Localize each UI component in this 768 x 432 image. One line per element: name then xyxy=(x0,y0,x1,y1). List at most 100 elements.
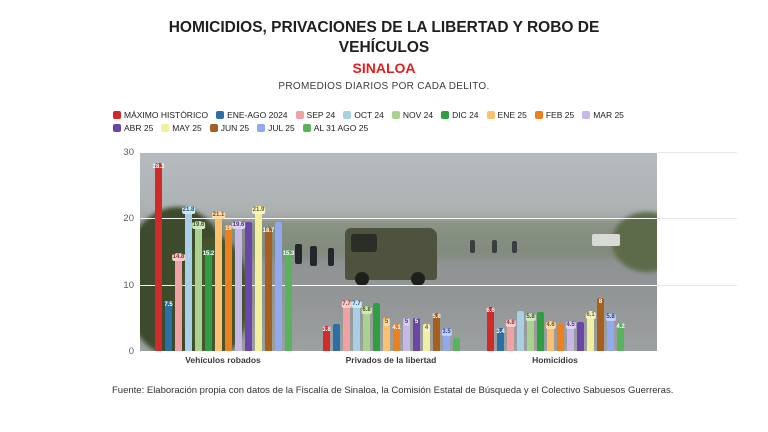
gridline xyxy=(140,284,737,286)
legend-label: OCT 24 xyxy=(354,110,384,120)
bar-value-label: 5 xyxy=(414,318,419,325)
bar xyxy=(245,222,252,351)
bar-value-label: 5.8 xyxy=(525,313,536,321)
bar-value-label: 5.8 xyxy=(605,313,616,321)
bar-value-label: 18.7 xyxy=(262,227,275,234)
bar-value-label: 7.7 xyxy=(351,300,362,308)
bar: 5 xyxy=(383,317,390,351)
legend-label: ENE 25 xyxy=(497,110,527,120)
legend-label: NOV 24 xyxy=(402,110,434,120)
bar-value-label: 4.8 xyxy=(505,320,516,328)
bar: 14.8 xyxy=(171,252,186,351)
legend-label: JUN 25 xyxy=(220,123,250,133)
photo-soldier xyxy=(328,248,334,266)
bar: 3.5 xyxy=(441,327,452,351)
photo-soldier xyxy=(492,240,497,253)
bar: 6.8 xyxy=(361,305,372,351)
legend-swatch xyxy=(391,111,400,119)
legend-row: MÁXIMO HISTÓRICO ENE-AGO 2024 SEP 24 OCT 24… xyxy=(113,110,673,120)
bar-value-label: 4.1 xyxy=(392,324,401,331)
bar: 4.1 xyxy=(392,323,401,351)
bar: 28.3 xyxy=(152,163,165,351)
bar: 4.8 xyxy=(505,319,516,351)
legend-swatch xyxy=(161,124,170,132)
photo-white-vehicle xyxy=(592,234,620,246)
chart-subtitle: PROMEDIOS DIARIOS POR CADA DELITO. xyxy=(278,81,490,93)
bar-value-label: 15.3 xyxy=(282,250,295,257)
legend-item: JUL 25 xyxy=(257,123,295,133)
legend-swatch xyxy=(343,111,352,119)
bar xyxy=(453,337,460,351)
photo-soldier xyxy=(470,240,475,253)
category-label: Homicidios xyxy=(532,355,578,365)
bar: 19 xyxy=(225,224,232,351)
bar-group: 3.8 7.7 7.7 6.8 5 4.1 5 5 4 5.8 3.5 xyxy=(322,152,460,351)
bar xyxy=(373,303,380,351)
bar: 3.4 xyxy=(496,328,505,351)
photo-truck-window xyxy=(351,234,377,252)
bar: 7.5 xyxy=(164,301,173,351)
bar: 7.7 xyxy=(341,299,352,351)
bar-value-label: 3.4 xyxy=(496,329,505,336)
legend-swatch xyxy=(209,124,218,132)
legend-label: MAY 25 xyxy=(172,123,202,133)
legend-label: JUL 25 xyxy=(268,123,295,133)
bar xyxy=(577,321,584,351)
bar: 5 xyxy=(413,317,420,351)
legend-swatch xyxy=(295,111,304,119)
legend-label: AL 31 AGO 25 xyxy=(313,123,369,133)
bar-value-label: 6.1 xyxy=(585,311,596,319)
legend-item: MAY 25 xyxy=(161,123,202,133)
y-axis-tick: 20 xyxy=(123,213,134,225)
bar-value-label: 14.8 xyxy=(171,253,186,261)
legend-swatch xyxy=(113,111,121,119)
y-axis-tick: 0 xyxy=(128,346,134,357)
bar-value-label: 4.2 xyxy=(616,324,625,331)
bar: 21.9 xyxy=(251,205,266,351)
legend-swatch xyxy=(113,124,121,132)
legend-label: ABR 25 xyxy=(124,123,154,133)
photo-soldier xyxy=(512,241,517,253)
bar-value-label: 6.8 xyxy=(361,306,372,314)
bar-group: 6.6 3.4 4.8 5.8 4.6 4.5 6.1 8 5.8 4.2 xyxy=(486,152,625,351)
bar-value-label: 5.8 xyxy=(432,313,441,320)
bar-value-label: 4.5 xyxy=(565,322,576,330)
bar: 15.3 xyxy=(282,249,295,351)
legend-item: ENE-AGO 2024 xyxy=(216,110,288,120)
bar-value-label: 21.1 xyxy=(211,212,226,220)
legend-swatch xyxy=(486,111,495,119)
legend-label: FEB 25 xyxy=(545,110,575,120)
photo-military-truck xyxy=(345,228,437,286)
bar: 19.6 xyxy=(231,221,246,351)
bar-value-label: 4.6 xyxy=(545,321,556,329)
legend-swatch xyxy=(441,111,450,119)
bar: 21.8 xyxy=(181,206,196,351)
legend-item: FEB 25 xyxy=(534,110,575,120)
legend-item: ABR 25 xyxy=(113,123,153,133)
bar-value-label: 28.3 xyxy=(152,164,165,171)
legend-label: MAR 25 xyxy=(593,110,624,120)
bar-value-label: 5 xyxy=(403,318,410,326)
photo-truck-wheel xyxy=(411,272,425,286)
legend-item: MAR 25 xyxy=(582,110,624,120)
bar-value-label: 7.5 xyxy=(164,302,173,309)
legend-item: JUN 25 xyxy=(209,123,250,133)
y-axis-tick: 10 xyxy=(123,279,134,291)
legend-swatch xyxy=(302,124,311,132)
legend-label: DIC 24 xyxy=(452,110,479,120)
bar xyxy=(517,311,524,351)
region-title: SINALOA xyxy=(352,60,416,77)
photo-soldier xyxy=(310,246,317,266)
bar-value-label: 6.6 xyxy=(486,308,495,315)
legend-item: MÁXIMO HISTÓRICO xyxy=(113,110,208,120)
bar: 6.1 xyxy=(585,310,596,351)
chart-title: HOMICIDIOS, PRIVACIONES DE LA LIBERTAD Y… xyxy=(168,19,600,57)
legend-item: NOV 24 xyxy=(391,110,434,120)
bar: 4.2 xyxy=(616,323,625,351)
legend-swatch xyxy=(257,124,266,132)
title-block: HOMICIDIOS, PRIVACIONES DE LA LIBERTAD Y… xyxy=(134,18,634,92)
bar xyxy=(275,221,282,351)
bar: 5.8 xyxy=(605,312,616,351)
legend-label: MÁXIMO HISTÓRICO xyxy=(124,110,209,120)
bar xyxy=(557,323,564,351)
